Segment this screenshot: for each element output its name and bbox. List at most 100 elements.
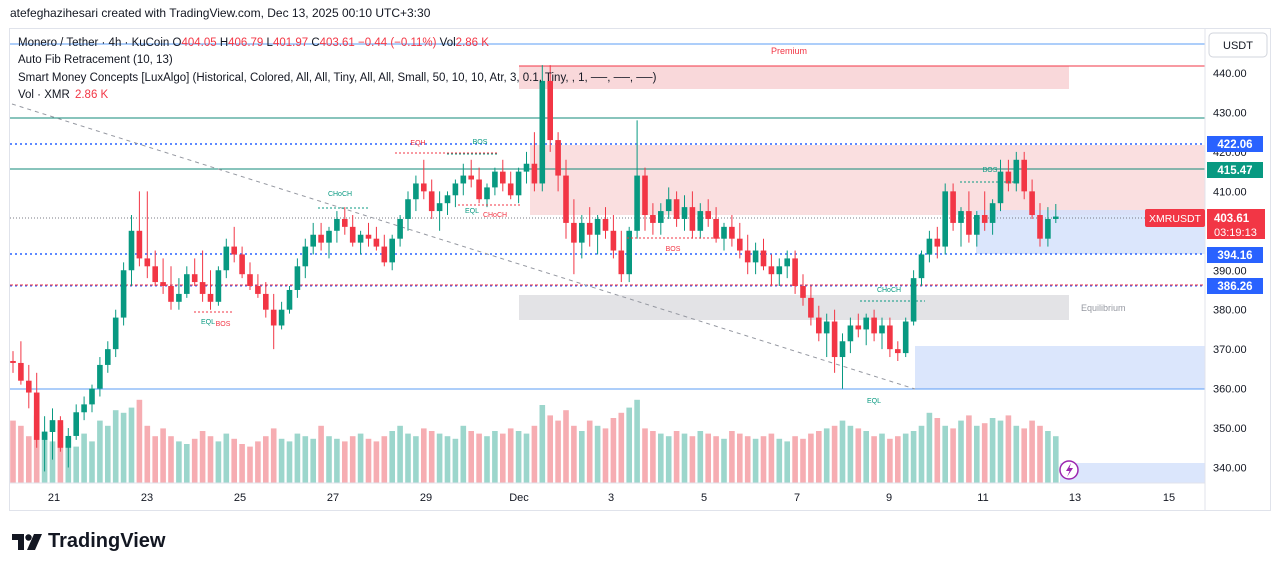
volume-bar	[184, 444, 190, 483]
candle-body	[207, 293, 214, 302]
symbol-tag	[1145, 209, 1205, 227]
tradingview-logo[interactable]: TradingView	[12, 530, 165, 553]
volume-bar	[602, 428, 609, 483]
volume-bar	[160, 428, 166, 483]
volume-bar	[658, 433, 664, 483]
candle-body	[547, 80, 553, 141]
volume-bar	[918, 425, 925, 483]
candle-body	[800, 286, 806, 298]
volume-bar	[721, 438, 727, 483]
volume-bar	[278, 438, 285, 483]
volume-bar	[286, 441, 293, 483]
volume-bar	[729, 431, 735, 483]
countdown-text: 03:19:13	[1214, 227, 1257, 239]
volume-bar	[863, 431, 869, 483]
price-tag-415-text: 415.47	[1217, 165, 1252, 177]
candle-body	[49, 420, 56, 432]
premium-label: Premium	[771, 46, 807, 56]
indicator-smc[interactable]: Smart Money Concepts [LuxAlgo] (Historic…	[18, 71, 657, 84]
volume-bar	[768, 433, 775, 483]
candle-body	[176, 293, 182, 302]
chart-legend: Monero / Tether · 4h · KuCoin O404.05 H4…	[18, 35, 656, 104]
volume-bar	[547, 415, 553, 483]
price-tag-422	[1207, 136, 1263, 152]
x-tick-label: 25	[234, 492, 246, 504]
candle-body	[997, 171, 1004, 204]
candle-body	[776, 266, 783, 275]
x-tick-label: 23	[141, 492, 153, 504]
volume-bar	[594, 425, 601, 483]
volume-bar	[887, 438, 893, 483]
volume-bar	[239, 444, 245, 483]
volume-bar	[397, 425, 403, 483]
candle-body	[1037, 215, 1043, 239]
candle-body	[713, 218, 719, 239]
volume-bar	[910, 431, 917, 483]
candle-body	[958, 211, 964, 223]
candle-body	[57, 420, 64, 448]
smc-label-bos: BOS	[216, 321, 231, 328]
candle-body	[610, 230, 617, 251]
volume-bar	[579, 431, 585, 483]
volume-bar	[895, 436, 901, 483]
volume-bar	[207, 436, 214, 483]
volume-bar	[436, 433, 443, 483]
volume-bar	[215, 441, 222, 483]
last-price-tag	[1207, 209, 1265, 239]
volume-bar	[263, 436, 269, 483]
candle-body	[626, 230, 632, 275]
price-tag-394	[1207, 247, 1263, 263]
volume-bar	[500, 433, 506, 483]
volume-bar	[381, 436, 388, 483]
lightning-icon-glyph	[1066, 463, 1073, 477]
candle-body	[507, 183, 514, 196]
y-tick-label: 410.00	[1213, 186, 1247, 198]
candle-body	[697, 211, 704, 231]
candle-body	[26, 380, 32, 393]
volume-bar	[855, 428, 862, 483]
price-tag-386-text: 386.26	[1217, 281, 1252, 293]
volume-bar	[634, 399, 640, 483]
discount-zone-bottom	[1060, 463, 1205, 483]
indicator-volume[interactable]: Vol · XMR 2.86 K	[18, 88, 109, 101]
candle-body	[729, 226, 735, 239]
volume-bar	[97, 420, 103, 483]
volume-bar	[334, 438, 340, 483]
candle-body	[184, 274, 190, 294]
candle-body	[65, 435, 72, 448]
candle-body	[484, 187, 490, 200]
smc-label-bos: BOS	[473, 139, 488, 146]
candle-body	[270, 309, 277, 326]
candle-body	[658, 211, 664, 223]
volume-bar	[120, 412, 127, 483]
candle-body	[1029, 191, 1035, 216]
premium-zone	[519, 66, 1069, 89]
smc-label-eql: EQL	[201, 319, 215, 326]
candle-body	[926, 238, 933, 255]
volume-bar	[223, 433, 230, 483]
candle-body	[223, 246, 230, 271]
volume-bar	[989, 418, 996, 483]
currency-label: USDT	[1223, 40, 1253, 52]
symbol-title[interactable]: Monero / Tether · 4h · KuCoin	[18, 37, 170, 49]
candle-body	[10, 360, 16, 363]
y-tick-label: 350.00	[1213, 423, 1247, 435]
candle-body	[421, 183, 427, 192]
volume-bar	[737, 433, 743, 483]
indicator-fib[interactable]: Auto Fib Retracement (10, 13)	[18, 54, 173, 67]
x-tick-label: 3	[608, 492, 614, 504]
volume-bar	[373, 441, 380, 483]
candle-body	[89, 388, 95, 405]
candle-body	[571, 222, 577, 243]
volume-bar	[389, 431, 395, 483]
candle-body	[563, 175, 569, 223]
candle-body	[128, 230, 135, 271]
volume-bar	[902, 433, 909, 483]
volume-bar	[270, 428, 277, 483]
volume-bar	[26, 436, 32, 483]
candle-body	[365, 234, 372, 239]
smc-label-bos: BOS	[983, 167, 998, 174]
volume-bar	[555, 420, 561, 483]
volume-bar	[618, 412, 625, 483]
